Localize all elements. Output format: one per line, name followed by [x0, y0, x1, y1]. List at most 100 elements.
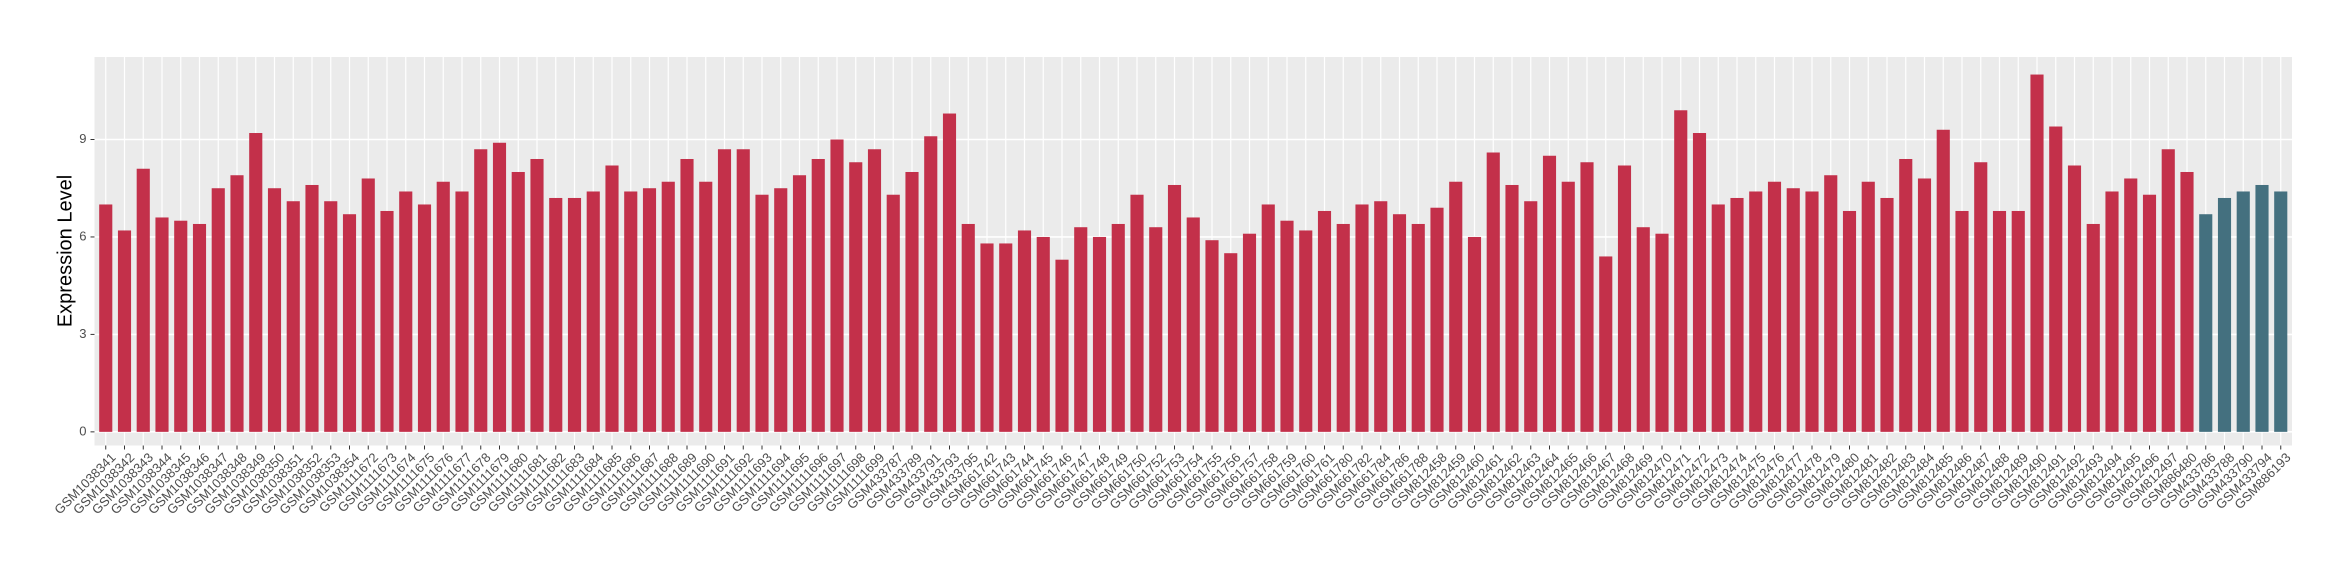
bar — [624, 191, 638, 432]
y-axis-title: Expression Level — [54, 175, 76, 327]
bar — [680, 158, 694, 432]
bar — [1955, 210, 1969, 432]
bar — [1467, 236, 1482, 432]
bar — [2236, 191, 2250, 432]
bar — [1655, 233, 1669, 432]
bar — [436, 181, 450, 432]
bar — [1355, 204, 1369, 432]
bar — [1974, 162, 1988, 432]
bar — [155, 217, 169, 432]
bar — [2217, 197, 2232, 432]
bar — [1599, 256, 1613, 432]
bar — [1992, 210, 2007, 432]
bar — [1692, 133, 1707, 432]
bar — [2161, 149, 2175, 432]
bar — [174, 220, 188, 432]
bar — [324, 201, 338, 432]
bar — [1674, 110, 1688, 432]
bar — [1036, 236, 1050, 432]
bar — [1017, 230, 1032, 432]
bar — [2180, 171, 2194, 432]
bar — [192, 223, 207, 432]
bar — [1786, 188, 1800, 432]
bar — [1224, 253, 1238, 432]
bar — [1730, 197, 1744, 432]
bar — [755, 194, 769, 432]
bar — [605, 165, 619, 432]
bar — [2067, 165, 2082, 432]
bar — [961, 223, 975, 432]
y-tick-label: 6 — [79, 228, 86, 243]
bar — [474, 149, 488, 432]
bar — [1505, 184, 1519, 432]
bar — [2255, 184, 2269, 432]
bar — [380, 210, 394, 432]
bar — [549, 197, 563, 432]
bar — [1880, 197, 1894, 432]
bar — [99, 204, 113, 432]
bar — [1936, 129, 1950, 432]
bar — [1636, 227, 1650, 432]
bar — [455, 191, 469, 432]
bar — [792, 175, 807, 432]
bar — [1336, 223, 1350, 432]
bar — [1280, 220, 1294, 432]
bar — [830, 139, 844, 432]
bar — [1617, 165, 1632, 432]
bar — [117, 230, 132, 432]
y-tick-label: 3 — [79, 326, 86, 341]
bar — [1299, 230, 1313, 432]
bar — [1561, 181, 1575, 432]
y-tick-label: 9 — [79, 131, 86, 146]
bar — [530, 158, 544, 432]
bar — [1392, 214, 1407, 432]
bar — [1580, 162, 1594, 432]
bar — [511, 171, 525, 432]
bar — [417, 204, 432, 432]
bar — [1917, 178, 1932, 432]
bar — [717, 149, 732, 432]
bar — [361, 178, 375, 432]
bar — [1524, 201, 1538, 432]
bar — [492, 142, 507, 432]
bar — [774, 188, 788, 432]
bar — [1242, 233, 1257, 432]
bar — [1542, 155, 1557, 432]
bar — [699, 181, 713, 432]
bar — [1186, 217, 1200, 432]
bar — [1074, 227, 1088, 432]
bar — [2086, 223, 2100, 432]
bar — [1486, 152, 1500, 432]
bar — [2105, 191, 2119, 432]
bar — [661, 181, 675, 432]
bar — [2030, 74, 2044, 432]
bar — [1130, 194, 1144, 432]
bar — [2049, 126, 2063, 432]
bar — [1842, 210, 1857, 432]
bar — [1711, 204, 1725, 432]
bar — [811, 158, 825, 432]
bar — [2011, 210, 2025, 432]
bar — [286, 201, 300, 432]
bar — [980, 243, 994, 432]
bar — [249, 133, 263, 432]
bar — [1449, 181, 1463, 432]
bar — [567, 197, 582, 432]
bar — [1899, 158, 1913, 432]
bar — [1261, 204, 1275, 432]
bar — [342, 214, 357, 432]
bar — [586, 191, 600, 432]
bar — [1055, 259, 1069, 432]
bar — [2124, 178, 2138, 432]
bar — [1111, 223, 1125, 432]
bar — [2199, 214, 2213, 432]
bar — [399, 191, 413, 432]
bar — [849, 162, 863, 432]
bar — [642, 188, 657, 432]
bar — [136, 168, 150, 432]
bar — [1374, 201, 1388, 432]
y-tick-label: 0 — [79, 423, 86, 438]
bar — [905, 171, 919, 432]
bar — [867, 149, 882, 432]
bar — [1767, 181, 1782, 432]
